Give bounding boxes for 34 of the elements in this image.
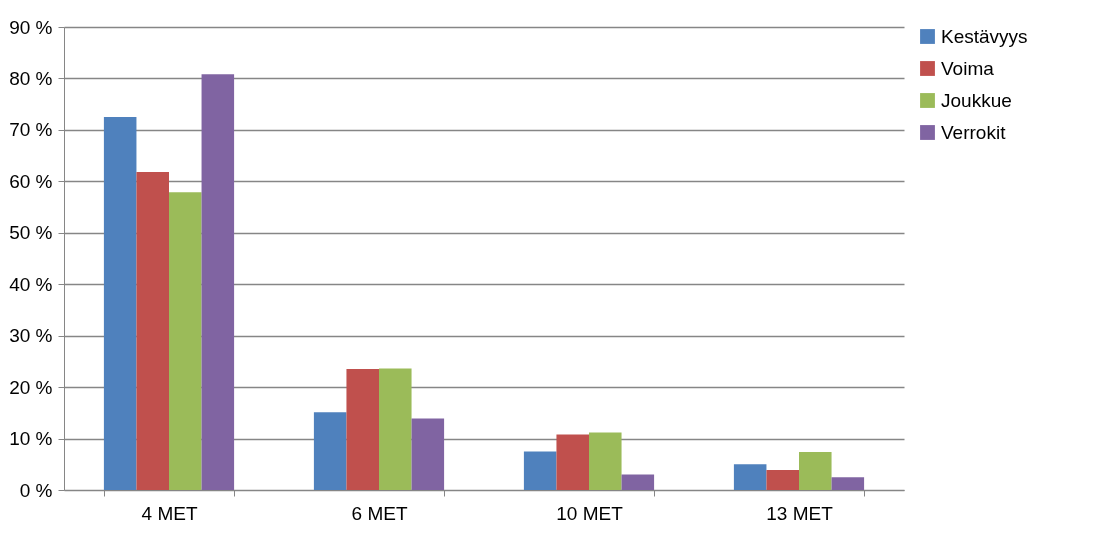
- bar: [556, 434, 589, 490]
- x-tick-label: 4 MET: [141, 502, 198, 524]
- bar: [733, 464, 767, 490]
- y-tick-label: 30 %: [9, 325, 53, 347]
- x-tick-label: 13 MET: [766, 502, 834, 524]
- legend-label: Verrokit: [941, 121, 1007, 143]
- bar: [313, 412, 347, 490]
- bar: [103, 117, 137, 490]
- bar: [379, 368, 412, 490]
- legend-label: Voima: [941, 57, 995, 79]
- y-tick-label: 60 %: [9, 170, 53, 192]
- bar: [831, 477, 865, 490]
- y-tick-label: 0 %: [19, 479, 53, 501]
- y-tick-label: 80 %: [9, 67, 53, 89]
- y-tick-label: 40 %: [9, 273, 53, 295]
- x-tick-label: 6 MET: [351, 502, 408, 524]
- bar: [136, 172, 169, 490]
- bar: [346, 369, 379, 490]
- y-tick-label: 20 %: [9, 376, 53, 398]
- y-tick-label: 90 %: [9, 16, 53, 38]
- bar: [411, 418, 445, 490]
- legend-label: Kestävyys: [941, 25, 1028, 47]
- bar: [766, 469, 799, 490]
- x-tick-label: 10 MET: [556, 502, 624, 524]
- bar: [589, 432, 622, 490]
- bar: [201, 74, 235, 490]
- bar: [169, 192, 202, 490]
- y-tick-label: 70 %: [9, 119, 53, 141]
- y-tick-label: 10 %: [9, 428, 53, 450]
- bar: [621, 474, 655, 490]
- legend-label: Joukkue: [941, 89, 1012, 111]
- bar: [799, 451, 832, 490]
- bar: [523, 451, 557, 490]
- y-tick-label: 50 %: [9, 222, 53, 244]
